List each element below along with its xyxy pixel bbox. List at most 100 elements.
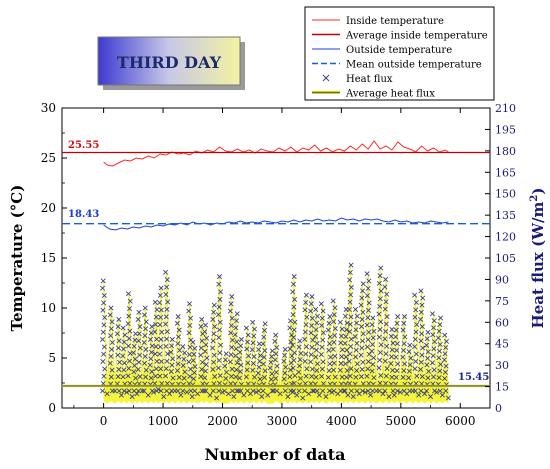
heat-flux-point xyxy=(282,346,288,352)
heat-flux-point xyxy=(303,351,309,357)
heat-flux-point xyxy=(438,315,444,321)
heat-flux-cross-b xyxy=(404,391,410,397)
heat-flux-point xyxy=(337,319,343,325)
heat-flux-cross-b xyxy=(360,359,366,365)
heat-flux-point xyxy=(262,368,268,374)
heat-flux-cross-b xyxy=(157,292,163,298)
heat-flux-point xyxy=(102,315,108,321)
heat-flux-cross-b xyxy=(251,354,257,360)
heat-flux-point xyxy=(354,340,360,346)
heat-flux-point xyxy=(332,332,338,338)
heat-flux-point xyxy=(309,366,315,372)
heat-flux-cross-b xyxy=(217,380,223,386)
heat-flux-cross-b xyxy=(292,296,298,302)
heat-flux-point xyxy=(292,319,298,325)
heat-flux-cross-b xyxy=(358,374,364,380)
heat-flux-point xyxy=(425,329,431,335)
heat-flux-point xyxy=(332,374,338,380)
heat-flux-point xyxy=(413,299,419,306)
heat-flux-cross-b xyxy=(419,302,425,308)
heat-flux-point xyxy=(313,374,319,380)
heat-flux-point xyxy=(350,394,356,400)
heat-flux-cross-b xyxy=(390,367,396,373)
heat-flux-cross-b xyxy=(217,373,223,379)
y-left-tick-label: 15 xyxy=(41,251,56,265)
heat-flux-point xyxy=(320,308,326,314)
heat-flux-point xyxy=(268,376,274,382)
heat-flux-point xyxy=(443,345,449,351)
heat-flux-cross-b xyxy=(167,391,173,397)
heat-flux-point xyxy=(402,361,408,367)
heat-flux-point xyxy=(325,327,331,333)
heat-flux-point xyxy=(236,388,242,394)
heat-flux-cross-b xyxy=(347,373,353,379)
heat-flux-cross-b xyxy=(157,351,163,357)
heat-flux-point xyxy=(327,314,333,320)
heat-flux-point xyxy=(360,359,366,365)
heat-flux-point xyxy=(404,391,410,397)
heat-flux-cross-b xyxy=(109,367,115,373)
heat-flux-point xyxy=(382,388,388,394)
heat-flux-cross-b xyxy=(296,369,302,375)
heat-flux-cross-b xyxy=(373,388,379,394)
heat-flux-cross-b xyxy=(441,357,447,363)
heat-flux-cross-b xyxy=(191,370,197,376)
heat-flux-point xyxy=(359,295,365,301)
heat-flux-point xyxy=(101,293,107,299)
heat-flux-cross-b xyxy=(229,344,235,350)
heat-flux-point xyxy=(149,349,155,355)
heat-flux-point xyxy=(395,361,401,367)
heat-flux-cross-b xyxy=(420,345,426,351)
heat-flux-cross-b xyxy=(149,324,155,330)
heat-flux-cross-b xyxy=(365,285,371,291)
heat-flux-cross-b xyxy=(163,366,169,372)
heat-flux-segment xyxy=(183,346,188,393)
heat-flux-cross-b xyxy=(296,344,302,350)
heat-flux-point xyxy=(135,366,141,372)
heat-flux-cross-b xyxy=(165,299,171,305)
heat-flux-point xyxy=(304,314,310,320)
heat-flux-point xyxy=(122,332,128,338)
heat-flux-cross-b xyxy=(412,336,418,342)
heat-flux-segment xyxy=(141,307,146,391)
heat-flux-cross-b xyxy=(148,330,154,336)
heat-flux-cross-b xyxy=(365,388,371,394)
heat-flux-cross-b xyxy=(181,375,187,381)
heat-flux-cross-b xyxy=(383,321,389,327)
heat-flux-cross-b xyxy=(204,355,210,361)
heat-flux-cross-b xyxy=(269,354,275,360)
heat-flux-cross-b xyxy=(271,388,277,394)
heat-flux-point xyxy=(292,350,298,356)
heat-flux-point xyxy=(308,359,314,365)
heat-flux-point xyxy=(281,376,287,382)
heat-flux-cross-b xyxy=(223,375,229,381)
heat-flux-cross-b xyxy=(425,349,431,355)
heat-flux-point xyxy=(237,375,243,381)
heat-flux-cross-b xyxy=(302,329,308,335)
heat-flux-cross-b xyxy=(201,388,207,394)
heat-flux-cross-b xyxy=(154,307,160,313)
heat-flux-point xyxy=(100,359,106,365)
heat-flux-point xyxy=(143,319,149,325)
heat-flux-cross-b xyxy=(394,368,400,374)
heat-flux-cross-b xyxy=(331,360,337,366)
heat-flux-cross-b xyxy=(233,346,239,352)
heat-flux-cross-b xyxy=(157,373,163,379)
heat-flux-cross-b xyxy=(223,351,229,357)
heat-flux-segment xyxy=(382,279,387,394)
heat-flux-cross-b xyxy=(365,337,371,343)
heat-flux-cross-b xyxy=(320,388,326,394)
heat-flux-cross-b xyxy=(204,335,210,341)
heat-flux-point xyxy=(418,388,424,394)
heat-flux-cross-b xyxy=(224,369,230,375)
heat-flux-point xyxy=(358,302,364,308)
heat-flux-cross-b xyxy=(228,352,234,358)
heat-flux-cross-b xyxy=(175,341,181,347)
heat-flux-cross-b xyxy=(332,332,338,338)
heat-flux-cross-b xyxy=(410,388,416,394)
heat-flux-cross-b xyxy=(422,391,428,397)
heat-flux-point xyxy=(189,394,195,400)
heat-flux-cross-b xyxy=(365,307,372,313)
heat-flux-point xyxy=(191,376,197,382)
heat-flux-point xyxy=(371,328,377,334)
